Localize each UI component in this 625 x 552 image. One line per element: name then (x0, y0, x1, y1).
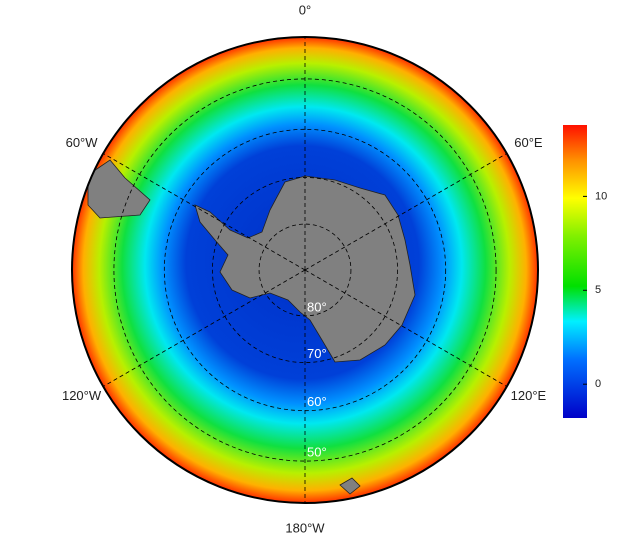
meridian (304, 269, 507, 387)
colorbar (563, 125, 587, 418)
island (339, 477, 361, 495)
meridian-label: 60°W (66, 135, 99, 150)
meridian-label: 120°E (511, 388, 547, 403)
meridian (103, 269, 306, 387)
meridian-label: 0° (299, 2, 311, 17)
colorbar-tick-label: 10 (595, 190, 607, 202)
parallel-label: 80° (307, 299, 327, 314)
meridian (103, 153, 306, 271)
parallel-label: 70° (307, 346, 327, 361)
south-america (87, 159, 151, 219)
colorbar-tick-label: 5 (595, 284, 601, 296)
parallel-label: 60° (307, 394, 327, 409)
meridian-label: 180°W (285, 520, 325, 535)
parallel (113, 78, 497, 462)
colorbar-tick-label: 0 (595, 378, 601, 390)
meridian-label: 60°E (514, 135, 543, 150)
parallel-label: 50° (307, 445, 327, 460)
meridian (304, 153, 507, 271)
meridian-label: 120°W (62, 388, 102, 403)
